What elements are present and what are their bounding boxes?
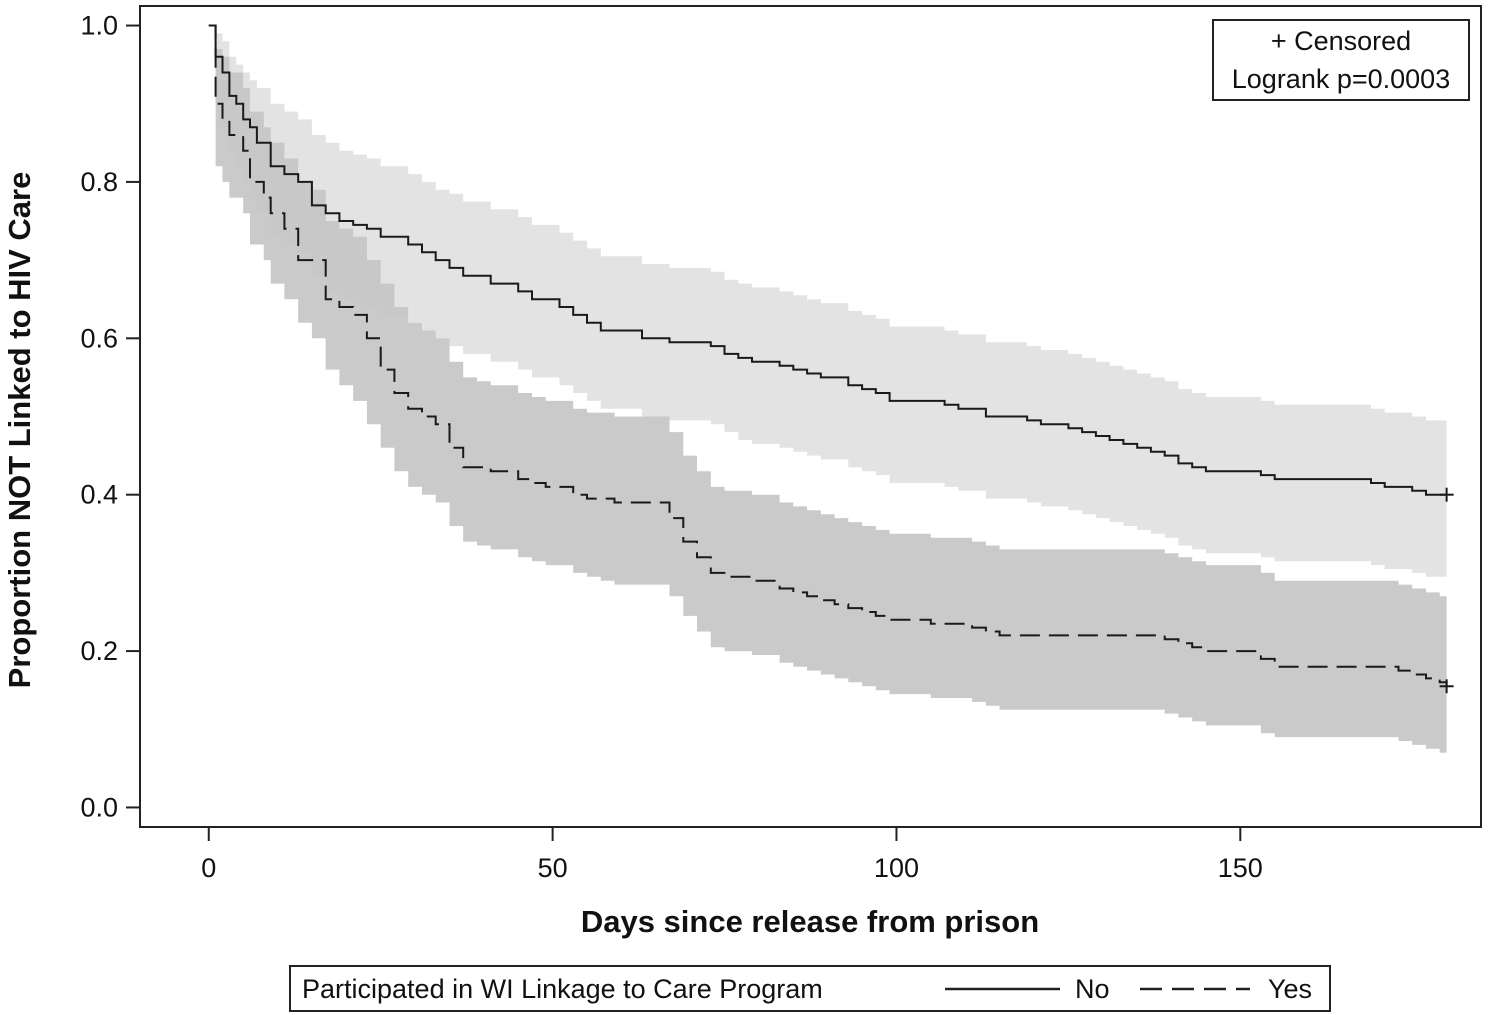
confidence-bands [208, 25, 1447, 757]
x-tick-label: 50 [538, 853, 568, 883]
legend-yes-label: Yes [1268, 974, 1312, 1004]
x-tick-label: 150 [1218, 853, 1263, 883]
x-axis-title: Days since release from prison [581, 904, 1039, 939]
x-axis: 0 50 100 150 [201, 827, 1263, 883]
y-axis: 0.0 0.2 0.4 0.6 0.8 1.0 [80, 11, 140, 822]
censored-label: + Censored [1271, 26, 1411, 56]
stats-inset: + Censored Logrank p=0.0003 [1212, 19, 1470, 101]
y-tick-label: 0.6 [80, 323, 118, 353]
legend: Participated in WI Linkage to Care Progr… [289, 965, 1331, 1012]
y-tick-label: 0.4 [80, 480, 118, 510]
legend-title: Participated in WI Linkage to Care Progr… [302, 974, 823, 1004]
logrank-label: Logrank p=0.0003 [1232, 64, 1450, 94]
y-tick-label: 0.8 [80, 167, 118, 197]
confidence-band-no [208, 25, 1447, 577]
censor-mark-no [1439, 487, 1454, 502]
censor-marks [1439, 487, 1454, 694]
confidence-band-yes [208, 25, 1447, 757]
censor-mark-yes [1439, 679, 1454, 694]
legend-no-label: No [1075, 974, 1110, 1004]
y-tick-label: 0.2 [80, 636, 118, 666]
stats-inset-box [1212, 19, 1470, 101]
survival-line-no [208, 24, 1447, 496]
x-tick-label: 100 [874, 853, 919, 883]
survival-curves [208, 24, 1448, 687]
y-tick-label: 0.0 [80, 792, 118, 822]
plot-frame [139, 5, 1482, 828]
y-tick-label: 1.0 [80, 11, 118, 41]
y-axis-title: Proportion NOT Linked to HIV Care [2, 172, 37, 689]
x-tick-label: 0 [201, 853, 216, 883]
